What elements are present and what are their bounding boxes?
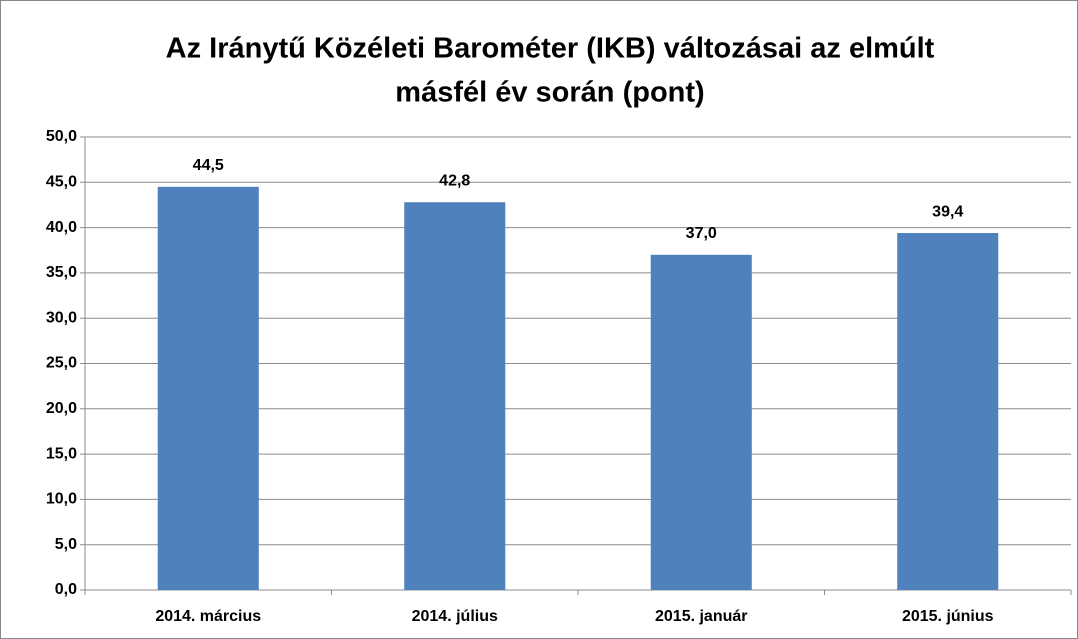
value-label: 37,0 — [686, 225, 717, 242]
y-tick-label: 40,0 — [46, 219, 77, 236]
bar — [404, 202, 506, 590]
bar — [897, 233, 999, 590]
value-label: 42,8 — [439, 172, 470, 189]
y-tick-label: 35,0 — [46, 264, 77, 281]
y-tick-label: 25,0 — [46, 355, 77, 372]
chart-title: Az Iránytű Közéleti Barométer (IKB) vált… — [166, 33, 935, 65]
y-tick-label: 45,0 — [46, 174, 77, 191]
value-label: 39,4 — [932, 203, 963, 220]
y-tick-label: 0,0 — [55, 581, 77, 598]
bar — [650, 254, 752, 590]
chart-title: másfél év során (pont) — [395, 77, 704, 109]
x-tick-label: 2015. június — [902, 608, 994, 625]
y-tick-label: 5,0 — [55, 536, 77, 553]
y-tick-label: 10,0 — [46, 491, 77, 508]
x-tick-label: 2014. március — [155, 608, 261, 625]
x-tick-label: 2015. január — [655, 608, 748, 625]
y-tick-label: 30,0 — [46, 309, 77, 326]
y-tick-label: 20,0 — [46, 400, 77, 417]
value-label: 44,5 — [193, 157, 224, 174]
bar — [157, 186, 259, 590]
x-tick-label: 2014. július — [412, 608, 498, 625]
y-tick-label: 15,0 — [46, 445, 77, 462]
y-tick-label: 50,0 — [46, 128, 77, 145]
